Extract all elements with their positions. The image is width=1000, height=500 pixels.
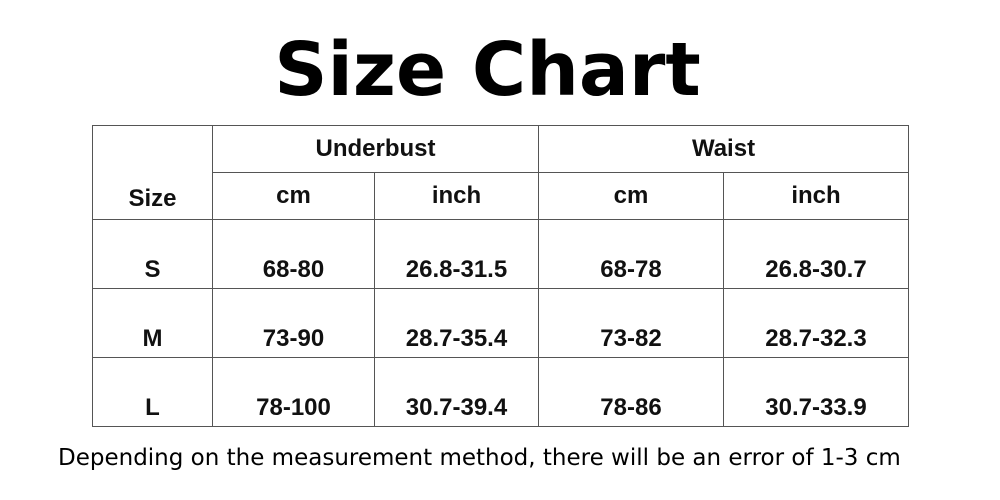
unit-header-underbust-cm: cm	[212, 172, 375, 220]
waist-header: Waist	[538, 125, 909, 173]
measurement-note: Depending on the measurement method, the…	[58, 445, 901, 471]
value-cell: 68-78	[538, 219, 724, 289]
table-row: L 78-100 30.7-39.4 78-86 30.7-33.9	[92, 357, 909, 427]
underbust-header: Underbust	[212, 125, 539, 173]
size-cell: S	[92, 219, 213, 289]
header-row-groups: Size Underbust Waist	[92, 125, 909, 220]
unit-header-waist-inch: inch	[723, 172, 909, 220]
table-row: S 68-80 26.8-31.5 68-78 26.8-30.7	[92, 219, 909, 289]
value-cell: 73-90	[212, 288, 375, 358]
unit-header-waist-cm: cm	[538, 172, 724, 220]
value-cell: 68-80	[212, 219, 375, 289]
value-cell: 28.7-32.3	[723, 288, 909, 358]
value-cell: 26.8-30.7	[723, 219, 909, 289]
value-cell: 30.7-33.9	[723, 357, 909, 427]
value-cell: 26.8-31.5	[374, 219, 539, 289]
page-title: Size Chart	[274, 27, 701, 113]
unit-header-underbust-inch: inch	[374, 172, 539, 220]
value-cell: 28.7-35.4	[374, 288, 539, 358]
size-column-header: Size	[92, 125, 213, 220]
header-row-units: cm inch cm inch	[93, 172, 909, 220]
size-cell: L	[92, 357, 213, 427]
size-table: Size Underbust Waist cm inch cm inch S 6…	[92, 125, 909, 427]
value-cell: 73-82	[538, 288, 724, 358]
table-row: M 73-90 28.7-35.4 73-82 28.7-32.3	[92, 288, 909, 358]
value-cell: 78-100	[212, 357, 375, 427]
value-cell: 78-86	[538, 357, 724, 427]
size-cell: M	[92, 288, 213, 358]
value-cell: 30.7-39.4	[374, 357, 539, 427]
